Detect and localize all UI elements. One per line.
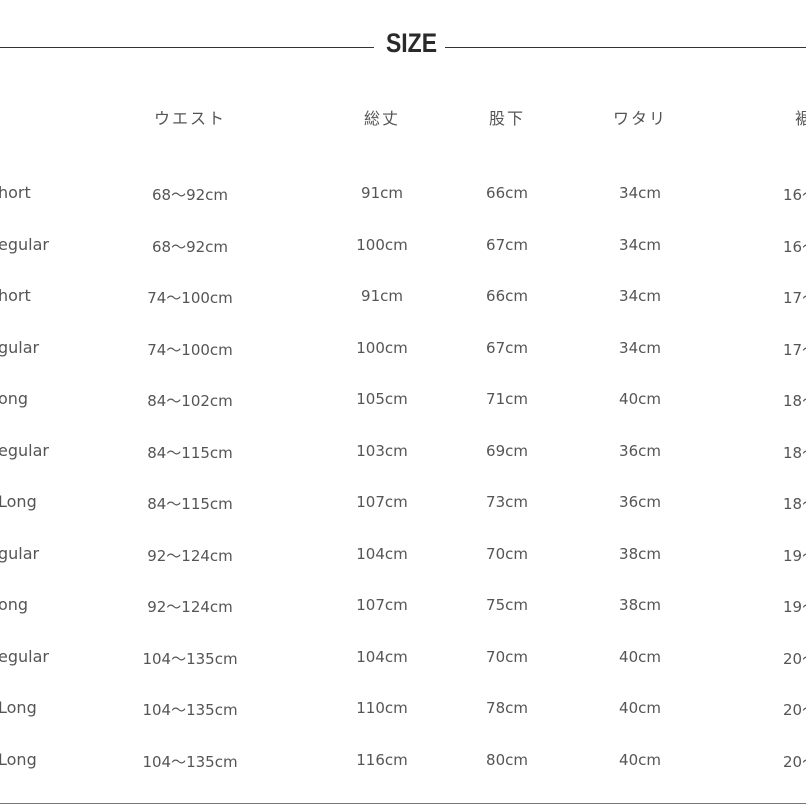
- table-cell: 84〜115cm: [147, 495, 233, 513]
- table-cell: 75cm: [486, 596, 528, 614]
- table-cell: 20〜: [783, 701, 806, 719]
- table-cell: 17〜: [783, 340, 806, 359]
- table-cell: 40cm: [619, 647, 661, 666]
- table-cell: 104cm: [356, 647, 408, 666]
- table-cell: 100cm: [356, 235, 408, 254]
- row-label: hort: [0, 286, 31, 305]
- table-cell: 104〜135cm: [142, 701, 238, 719]
- table-cell: 70cm: [486, 647, 528, 666]
- row-label: ong: [0, 595, 29, 614]
- table-cell: 66cm: [486, 184, 528, 202]
- row-label: egular: [0, 440, 49, 460]
- table-cell: 67cm: [486, 235, 528, 254]
- row-label: Long: [0, 698, 37, 717]
- table-cell: 104〜135cm: [142, 752, 238, 771]
- table-cell: 74〜100cm: [147, 340, 233, 359]
- column-header: 総丈: [363, 109, 401, 128]
- table-cell: 67cm: [486, 338, 528, 357]
- table-cell: 40cm: [619, 390, 661, 408]
- row-label: gular: [0, 337, 40, 357]
- table-cell: 18〜: [783, 392, 806, 410]
- table-cell: 91cm: [361, 287, 403, 305]
- table-cell: 40cm: [619, 750, 661, 769]
- row-label: ong: [0, 389, 29, 408]
- table-cell: 110cm: [356, 699, 408, 717]
- table-cell: 80cm: [486, 750, 528, 769]
- table-cell: 107cm: [356, 493, 408, 511]
- table-cell: 74〜100cm: [147, 289, 233, 307]
- table-cell: 36cm: [619, 493, 661, 511]
- row-label: gular: [0, 543, 40, 563]
- table-cell: 116cm: [356, 750, 408, 769]
- row-label: hort: [0, 183, 31, 202]
- table-cell: 91cm: [361, 184, 403, 202]
- table-cell: 66cm: [486, 287, 528, 305]
- row-label: Long: [0, 492, 37, 511]
- table-cell: 92〜124cm: [147, 546, 233, 565]
- table-cell: 16〜: [783, 237, 806, 256]
- table-cell: 104〜135cm: [142, 649, 238, 668]
- row-label: egular: [0, 234, 49, 254]
- column-header: 股下: [488, 109, 526, 128]
- row-label: egular: [0, 646, 49, 666]
- table-cell: 68〜92cm: [151, 186, 229, 204]
- table-cell: 36cm: [619, 441, 661, 460]
- table-cell: 16〜: [783, 186, 806, 204]
- table-cell: 34cm: [619, 184, 661, 202]
- table-cell: 18〜: [783, 443, 806, 462]
- title-rule-right: [445, 47, 806, 48]
- table-cell: 71cm: [486, 390, 528, 408]
- table-cell: 18〜: [783, 495, 806, 513]
- table-cell: 100cm: [356, 338, 408, 357]
- column-header: ウエスト: [153, 109, 227, 128]
- table-cell: 73cm: [486, 493, 528, 511]
- table-cell: 70cm: [486, 544, 528, 563]
- table-cell: 105cm: [356, 390, 408, 408]
- title-rule-left: [0, 47, 374, 48]
- divider: [0, 803, 806, 804]
- table-cell: 20〜: [783, 752, 806, 771]
- table-cell: 34cm: [619, 287, 661, 305]
- table-cell: 68〜92cm: [151, 237, 229, 256]
- page-title: SIZE: [386, 28, 438, 58]
- table-cell: 84〜115cm: [147, 443, 233, 462]
- table-cell: 84〜102cm: [147, 392, 233, 410]
- table-cell: 20〜: [783, 649, 806, 668]
- table-cell: 34cm: [619, 235, 661, 254]
- row-label: Long: [0, 749, 37, 769]
- column-header: 裾: [794, 109, 806, 128]
- table-cell: 104cm: [356, 544, 408, 563]
- table-cell: 92〜124cm: [147, 598, 233, 616]
- table-cell: 78cm: [486, 699, 528, 717]
- table-cell: 19〜: [783, 598, 806, 616]
- table-cell: 107cm: [356, 596, 408, 614]
- table-cell: 19〜: [783, 546, 806, 565]
- table-cell: 69cm: [486, 441, 528, 460]
- table-cell: 103cm: [356, 441, 408, 460]
- table-cell: 17〜: [783, 289, 806, 307]
- table-cell: 38cm: [619, 544, 661, 563]
- table-cell: 34cm: [619, 338, 661, 357]
- table-cell: 40cm: [619, 699, 661, 717]
- column-header: ワタリ: [612, 109, 668, 128]
- table-cell: 38cm: [619, 596, 661, 614]
